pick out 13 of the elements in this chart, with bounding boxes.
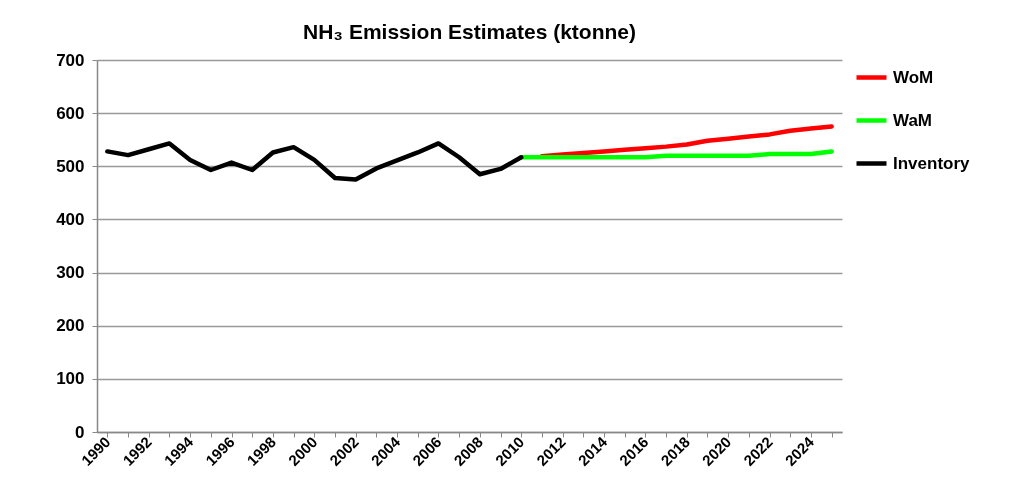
y-tick-label: 400	[56, 209, 85, 229]
line-series	[105, 141, 524, 182]
y-tick-label: 700	[56, 50, 85, 70]
y-tick-label: 500	[56, 156, 85, 176]
legend-label: WaM	[893, 110, 933, 130]
y-tick-label: 0	[75, 422, 85, 442]
legend-label: Inventory	[893, 153, 971, 173]
y-tick-label: 200	[56, 316, 85, 336]
y-tick-label: 300	[56, 263, 85, 283]
chart-title: NH₃ Emission Estimates (ktonne)	[303, 20, 636, 43]
legend-label: WoM	[893, 67, 934, 87]
y-tick-label: 600	[56, 103, 85, 123]
y-tick-label: 100	[56, 369, 85, 389]
